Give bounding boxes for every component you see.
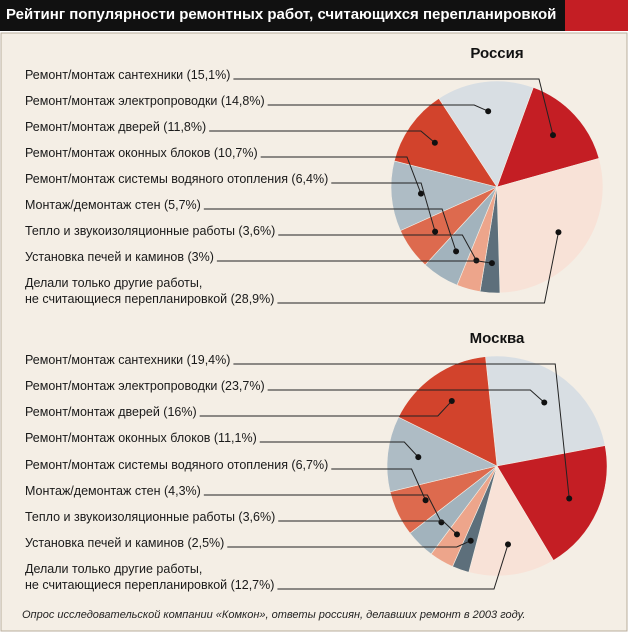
title-bar	[0, 0, 565, 31]
leader-line	[277, 232, 559, 304]
legend-label: Ремонт/монтаж оконных блоков (10,7%)	[25, 146, 258, 160]
leader-line	[203, 494, 442, 523]
leader-line	[199, 400, 453, 417]
leader-line	[260, 156, 422, 194]
legend-label: Ремонт/монтаж системы водяного отопления…	[25, 458, 329, 472]
leader-dot	[453, 531, 460, 538]
legend-label: Делали только другие работы, не считающи…	[25, 276, 275, 306]
pie-slice	[393, 97, 498, 188]
leader-line	[216, 260, 493, 264]
leader-dot	[431, 139, 438, 146]
legend-label: Монтаж/демонтаж стен (4,3%)	[25, 484, 201, 498]
leader-dot	[453, 248, 460, 255]
leader-line	[203, 208, 457, 252]
pie-slice	[496, 87, 600, 188]
legend-label: Установка печей и каминов (2,5%)	[25, 536, 225, 550]
pie-title: Россия	[470, 45, 524, 62]
legend-label: Ремонт/монтаж дверей (11,8%)	[25, 120, 207, 134]
legend-label: Ремонт/монтаж дверей (16%)	[25, 405, 197, 419]
legend-label: Ремонт/монтаж электропроводки (23,7%)	[25, 379, 265, 393]
note: Опрос исследовательской компании «Комкон…	[22, 609, 526, 621]
legend-label: Ремонт/монтаж оконных блоков (11,1%)	[25, 431, 257, 445]
pie-slice	[390, 160, 498, 231]
pie-slice	[438, 80, 534, 188]
title-accent	[565, 0, 628, 31]
leader-line	[209, 130, 436, 144]
leader-line	[277, 544, 509, 590]
leader-dot	[473, 257, 480, 264]
leader-dot	[485, 108, 492, 115]
legend-label: Установка печей и каминов (3%)	[25, 250, 214, 264]
pie-slice	[485, 355, 606, 467]
pie-title: Москва	[469, 330, 525, 347]
leader-dot	[504, 541, 511, 548]
legend-label: Ремонт/монтаж системы водяного отопления…	[25, 172, 329, 186]
leader-line	[227, 540, 471, 548]
leader-dot	[422, 497, 429, 504]
leader-dot	[555, 229, 562, 236]
legend-label: Монтаж/демонтаж стен (5,7%)	[25, 198, 201, 212]
pie-slice	[386, 416, 498, 493]
pie-slice	[496, 158, 604, 294]
legend-label: Ремонт/монтаж сантехники (19,4%)	[25, 353, 231, 367]
leader-line	[267, 389, 545, 403]
leader-line	[278, 520, 458, 535]
legend-label: Делали только другие работы, не считающи…	[25, 562, 275, 592]
leader-line	[267, 104, 489, 112]
leader-dot	[467, 537, 474, 544]
leader-dot	[438, 519, 445, 526]
leader-line	[278, 234, 477, 261]
legend-label: Тепло и звукоизоляционные работы (3,6%)	[25, 510, 276, 524]
leader-dot	[566, 495, 573, 502]
legend-label: Ремонт/монтаж сантехники (15,1%)	[25, 68, 231, 82]
leader-line	[259, 441, 419, 458]
pie-slice	[398, 356, 498, 467]
leader-dot	[417, 190, 424, 197]
leader-dot	[541, 399, 548, 406]
title: Рейтинг популярности ремонтных работ, сч…	[6, 6, 557, 23]
leader-dot	[488, 260, 495, 267]
legend-label: Тепло и звукоизоляционные работы (3,6%)	[25, 224, 276, 238]
leader-line	[233, 78, 554, 136]
leader-line	[331, 182, 436, 232]
leader-dot	[432, 228, 439, 235]
leader-dot	[448, 397, 455, 404]
leader-line	[233, 363, 570, 499]
legend-label: Ремонт/монтаж электропроводки (14,8%)	[25, 94, 265, 108]
leader-dot	[549, 132, 556, 139]
leader-dot	[415, 454, 422, 461]
leader-line	[331, 468, 427, 501]
pie-slice	[496, 445, 608, 561]
